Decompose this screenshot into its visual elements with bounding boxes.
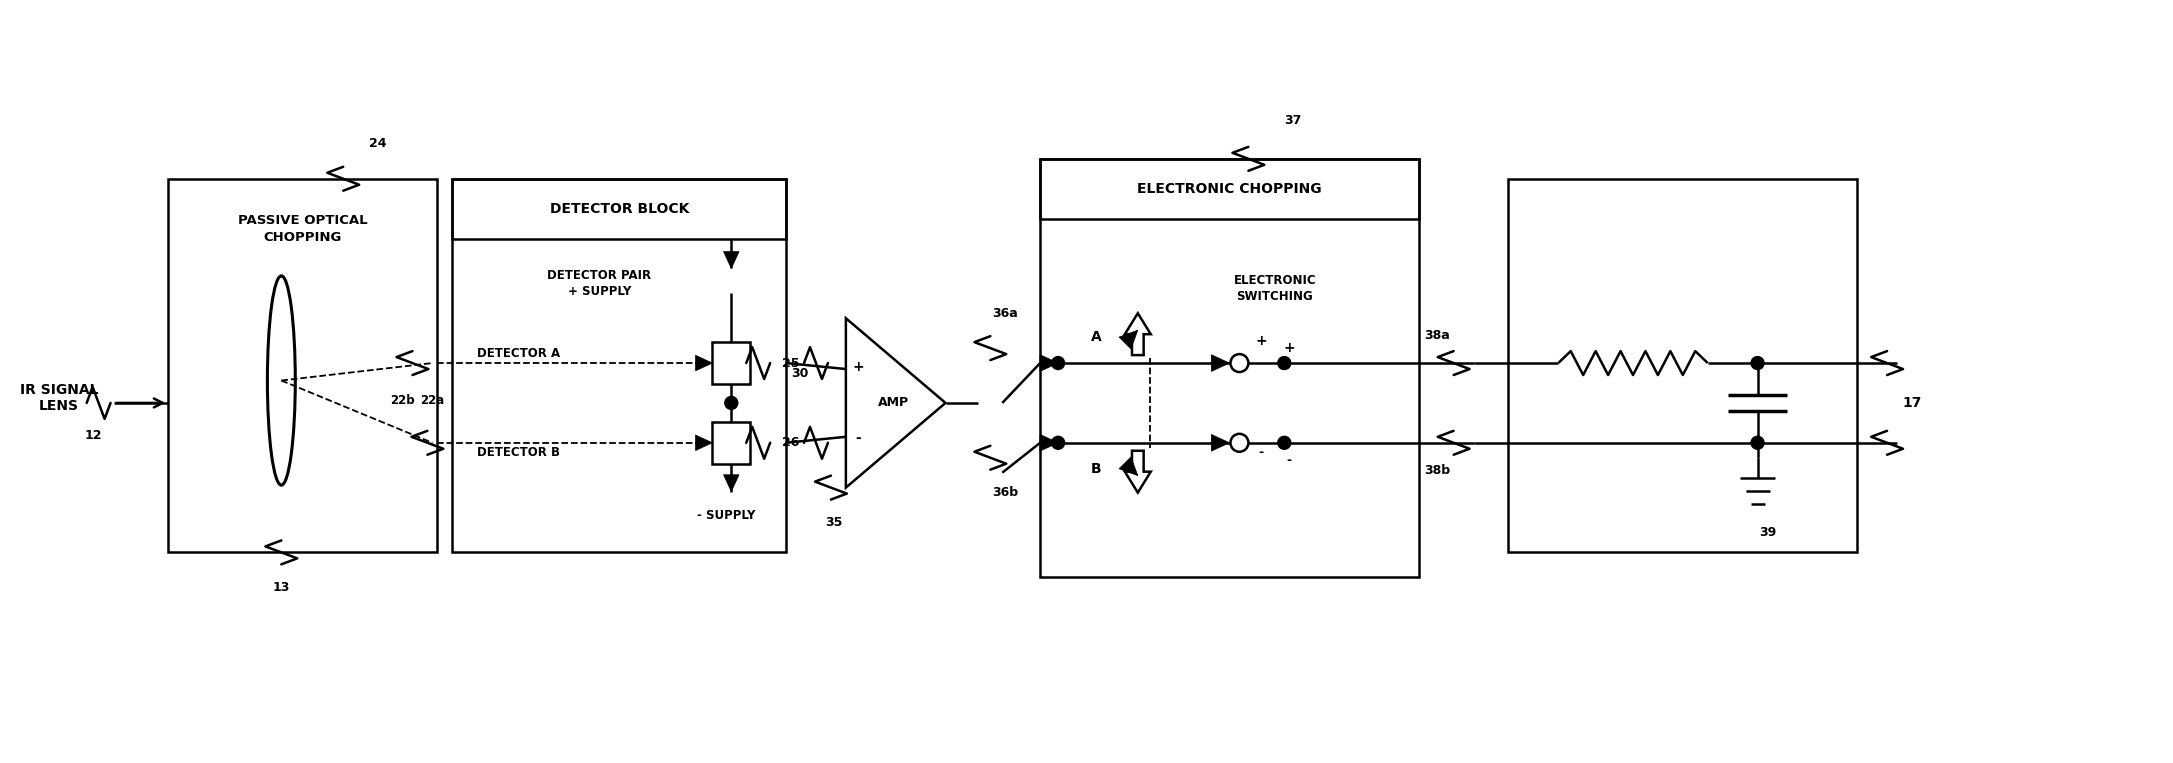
Text: ELECTRONIC
SWITCHING: ELECTRONIC SWITCHING [1234,274,1317,303]
Text: 25: 25 [782,356,800,369]
Polygon shape [1041,355,1058,372]
Polygon shape [1126,314,1152,355]
Text: 39: 39 [1758,526,1775,539]
Text: +: + [852,360,863,375]
Text: +: + [1256,334,1267,348]
Text: 26: 26 [782,436,800,449]
Polygon shape [1210,355,1230,372]
Text: -: - [1258,446,1265,459]
Text: PASSIVE OPTICAL
CHOPPING: PASSIVE OPTICAL CHOPPING [239,214,367,243]
Text: DETECTOR B: DETECTOR B [478,446,561,459]
Circle shape [726,397,739,410]
Polygon shape [1210,434,1230,451]
Polygon shape [1119,330,1139,349]
Circle shape [1052,356,1065,369]
Ellipse shape [267,276,296,485]
Text: 35: 35 [826,516,843,529]
Text: 12: 12 [85,430,102,443]
Bar [1041,159,1419,218]
Text: DETECTOR A: DETECTOR A [478,346,561,359]
Text: DETECTOR PAIR
+ SUPPLY: DETECTOR PAIR + SUPPLY [548,269,652,298]
Text: 36b: 36b [993,486,1019,499]
Polygon shape [695,356,713,371]
Polygon shape [1041,434,1058,451]
Bar [1041,159,1419,578]
Circle shape [1751,436,1764,449]
Text: B: B [1091,462,1102,475]
Text: ELECTRONIC CHOPPING: ELECTRONIC CHOPPING [1136,182,1321,195]
Circle shape [1230,434,1249,452]
Text: 17: 17 [1901,396,1921,410]
Circle shape [1052,436,1065,449]
Text: -: - [854,432,861,446]
Polygon shape [1126,451,1152,493]
Text: 22b: 22b [391,394,415,407]
Polygon shape [695,435,713,450]
Polygon shape [1119,457,1139,475]
Polygon shape [724,252,739,269]
Text: -: - [1286,454,1291,467]
Text: 38a: 38a [1423,329,1449,342]
Bar [452,179,787,552]
Text: AMP: AMP [878,397,908,410]
Text: 24: 24 [369,137,387,150]
Text: 30: 30 [791,366,808,379]
Polygon shape [845,318,945,488]
Text: - SUPPLY: - SUPPLY [698,509,756,522]
Polygon shape [724,475,739,491]
Bar [713,342,750,384]
Bar [713,422,750,464]
Circle shape [1278,436,1291,449]
Bar [452,179,787,239]
Text: 22a: 22a [419,394,445,407]
Text: 36a: 36a [993,307,1019,320]
Text: DETECTOR BLOCK: DETECTOR BLOCK [550,201,689,216]
Text: +: + [1284,341,1295,355]
Circle shape [1278,356,1291,369]
Text: A: A [1091,330,1102,344]
Text: 13: 13 [272,581,289,594]
Circle shape [1230,354,1249,372]
Text: 38b: 38b [1423,464,1449,477]
Text: IR SIGNAL
LENS: IR SIGNAL LENS [20,383,98,413]
Bar [1508,179,1858,552]
Text: 37: 37 [1284,114,1302,127]
Circle shape [1751,356,1764,369]
Bar [167,179,437,552]
